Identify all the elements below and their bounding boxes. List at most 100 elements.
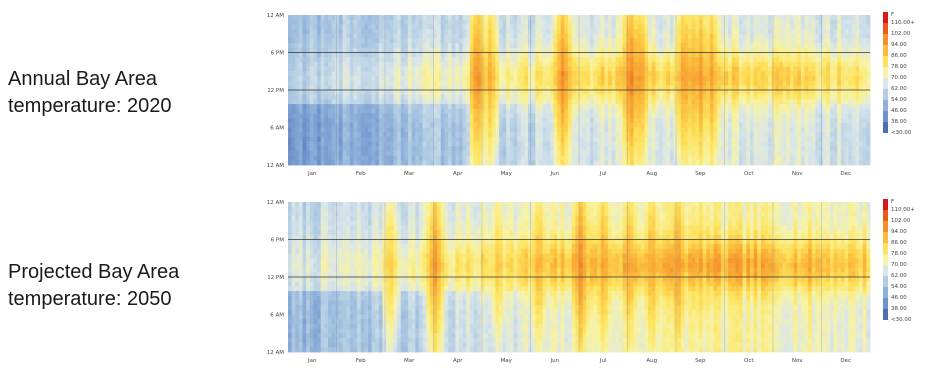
heatmap-cell [458, 113, 463, 119]
heatmap-cell [473, 43, 478, 49]
heatmap-cell [346, 118, 351, 124]
heatmap-cell [633, 146, 638, 152]
heatmap-cell [659, 155, 664, 161]
heatmap-cell [789, 160, 795, 166]
heatmap-cell [629, 132, 634, 138]
heatmap-cell [604, 61, 609, 67]
heatmap-cell [437, 94, 442, 100]
heatmap-cell [579, 108, 584, 114]
heatmap-cell [411, 24, 416, 30]
heatmap-cell [648, 80, 653, 86]
heatmap-cell [324, 47, 329, 53]
heatmap-cell [557, 122, 562, 128]
heatmap-cell [666, 104, 671, 110]
heatmap-cell [793, 38, 798, 44]
heatmap-cell [364, 108, 369, 114]
heatmap-cell [840, 113, 845, 119]
heatmap-cell [306, 29, 311, 35]
heatmap-cell [713, 33, 718, 39]
heatmap-cell [644, 150, 649, 157]
heatmap-cell [742, 146, 747, 152]
heatmap-cell [528, 85, 533, 91]
heatmap-cell [491, 38, 496, 44]
heatmap-cell [673, 94, 678, 100]
heatmap-cell [549, 57, 554, 63]
heatmap-cell [771, 118, 776, 124]
heatmap-cell [389, 75, 394, 82]
heatmap-cell [549, 155, 554, 161]
heatmap-cell [444, 38, 449, 44]
heatmap-cell [528, 57, 533, 63]
heatmap-cell [666, 66, 671, 72]
heatmap-cell [775, 99, 780, 105]
heatmap-cell [811, 57, 816, 63]
heatmap-cell [488, 99, 493, 105]
heatmap-cell [713, 57, 718, 63]
heatmap-cell [604, 160, 609, 166]
heatmap-cell [680, 85, 685, 91]
heatmap-cell [491, 75, 496, 82]
heatmap-cell [739, 104, 744, 110]
heatmap-cell [502, 57, 507, 63]
heatmap-cell [418, 66, 423, 72]
heatmap-cell [488, 38, 493, 44]
heatmap-cell [771, 127, 776, 133]
heatmap-cell [662, 113, 667, 119]
heatmap-cell [768, 150, 773, 157]
heatmap-cell [477, 113, 482, 119]
heatmap-cell [320, 118, 325, 124]
heatmap-cell [491, 57, 496, 63]
heatmap-cell [600, 90, 605, 96]
heatmap-cell [553, 99, 558, 105]
heatmap-cell [829, 24, 835, 30]
heatmap-cell [462, 19, 467, 25]
heatmap-cell [626, 47, 631, 53]
heatmap-cell [389, 141, 394, 147]
heatmap-cell [749, 132, 754, 138]
heatmap-cell [800, 85, 805, 91]
heatmap-cell [571, 113, 576, 119]
heatmap-cell [335, 150, 340, 157]
heatmap-cell [568, 52, 573, 58]
heatmap-cell [680, 99, 685, 105]
heatmap-cell [797, 33, 802, 39]
heatmap-cell [331, 29, 336, 35]
heatmap-cell [720, 71, 725, 77]
heatmap-cell [375, 75, 380, 82]
heatmap-cell [691, 146, 696, 152]
heatmap-cell [400, 122, 405, 128]
heatmap-cell [608, 141, 613, 147]
heatmap-cell [415, 99, 420, 105]
heatmap-cell [764, 122, 769, 128]
heatmap-cell [804, 160, 809, 166]
heatmap-cell [600, 122, 605, 128]
heatmap-cell [608, 136, 613, 142]
heatmap-cell [437, 43, 442, 49]
heatmap-cell [306, 146, 311, 152]
heatmap-cell [626, 150, 631, 157]
heatmap-cell [597, 136, 602, 142]
heatmap-cell [353, 99, 358, 105]
heatmap-cell [579, 136, 584, 142]
heatmap-cell [473, 104, 478, 110]
heatmap-cell [844, 71, 849, 77]
heatmap-cell [531, 122, 536, 128]
heatmap-cell [786, 127, 791, 133]
heatmap-cell [382, 47, 387, 53]
heatmap-cell [426, 122, 431, 128]
heatmap-cell [648, 160, 653, 166]
heatmap-cell [517, 155, 522, 161]
heatmap-cell [564, 122, 569, 128]
heatmap-cell [477, 29, 482, 35]
heatmap-cell [691, 33, 696, 39]
heatmap-cell [440, 80, 445, 86]
heatmap-cell [484, 127, 489, 133]
heatmap-cell [317, 52, 322, 58]
heatmap-cell [440, 113, 445, 119]
heatmap-cell [498, 15, 504, 21]
heatmap-cell [717, 136, 722, 142]
heatmap-cell [506, 52, 511, 58]
heatmap-cell [553, 33, 558, 39]
heatmap-cell [309, 61, 314, 67]
heatmap-cell [608, 80, 613, 86]
